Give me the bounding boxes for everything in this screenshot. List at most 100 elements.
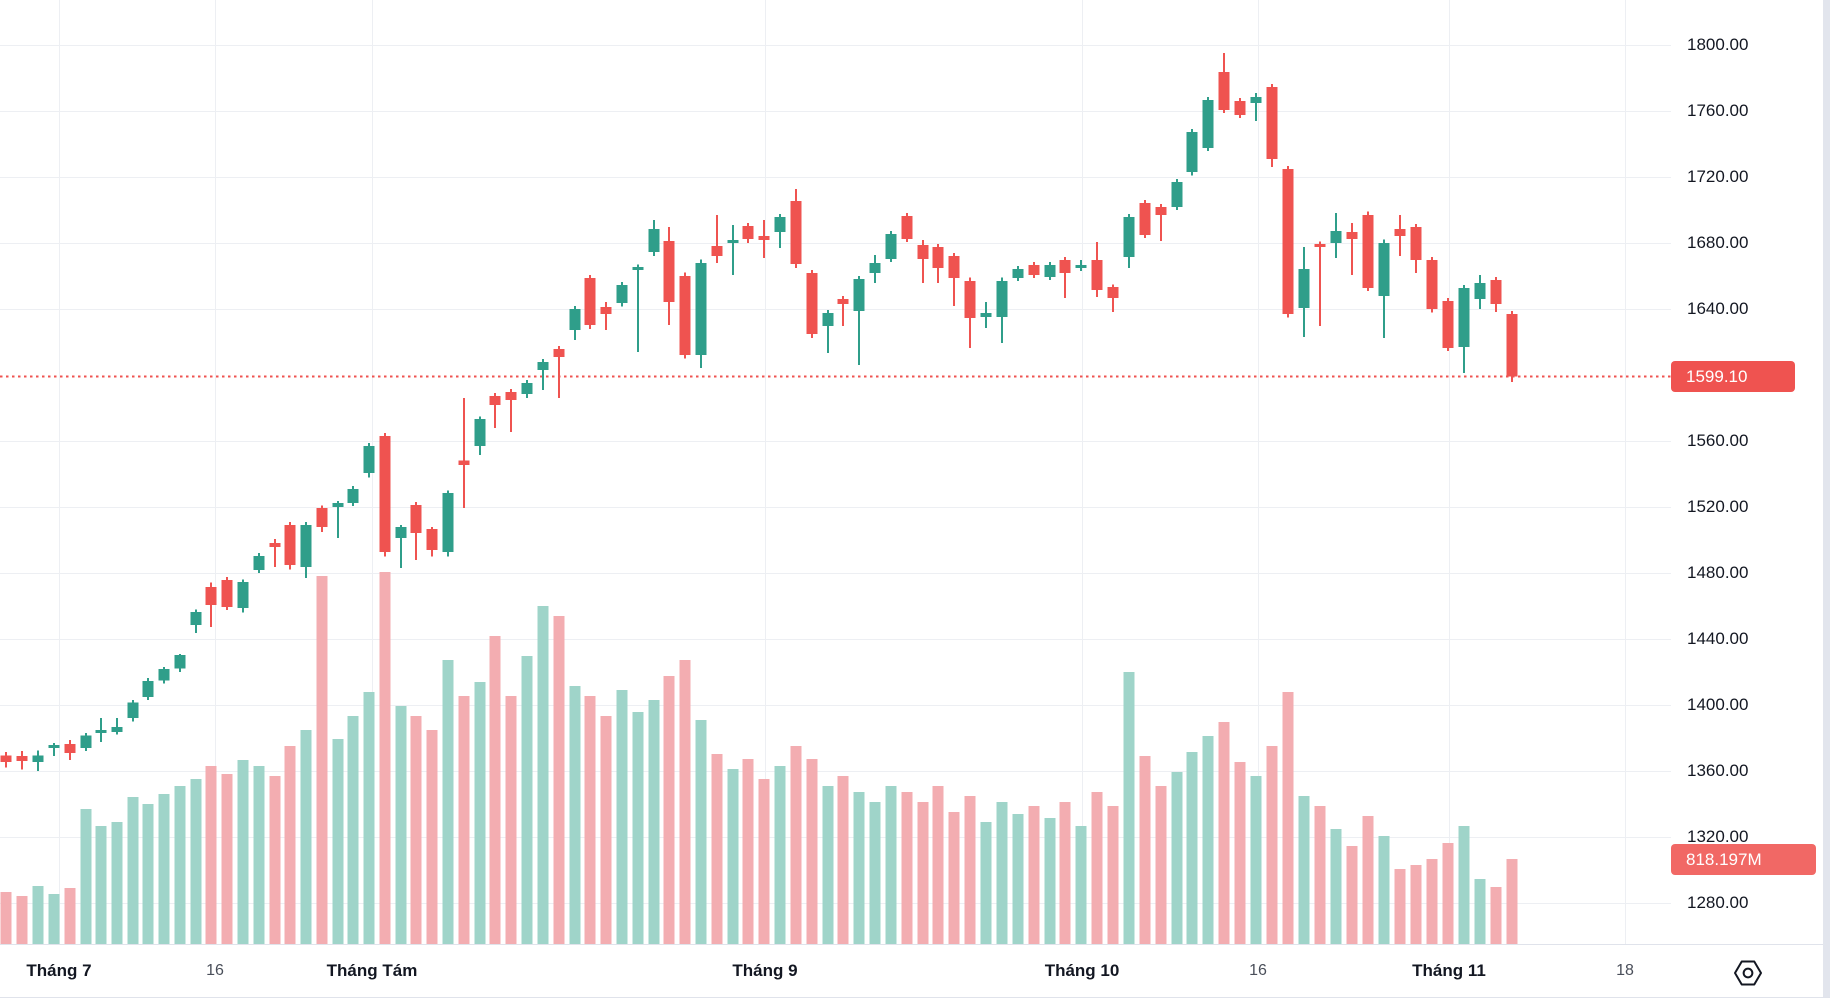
time-axis-day-label: 16	[1249, 962, 1267, 979]
candle-body	[64, 743, 76, 753]
time-axis[interactable]: Tháng 7 16 Tháng Tám Tháng 9 Tháng 10 16 Tháng…	[0, 944, 1830, 997]
volume-bar	[1028, 806, 1040, 944]
volume-bar	[300, 730, 312, 944]
candle-body	[32, 755, 44, 762]
settings-icon	[1734, 960, 1762, 986]
volume-bar	[1266, 746, 1278, 944]
candle-body	[1346, 231, 1358, 240]
volume-bar	[1346, 846, 1358, 944]
volume-bar	[616, 690, 628, 944]
volume-bar	[190, 779, 202, 944]
volume-bar	[205, 766, 217, 944]
candle-body	[363, 445, 375, 474]
volume-bar	[458, 696, 470, 944]
volume-bar	[127, 797, 139, 944]
candle-body	[127, 702, 139, 719]
candle-body	[1442, 301, 1454, 348]
candle-body	[1202, 99, 1214, 148]
volume-bar	[758, 779, 770, 944]
candle-body	[980, 312, 992, 317]
volume-bar	[1139, 756, 1151, 944]
candle-body	[632, 266, 644, 271]
volume-bar	[1171, 772, 1183, 944]
candle-body	[1123, 216, 1135, 258]
candle-body	[1012, 269, 1024, 278]
window-edge-strip	[1823, 0, 1830, 997]
candle-body	[410, 505, 422, 534]
volume-bar	[158, 794, 170, 944]
last-price-label: 1599.10	[1671, 360, 1795, 392]
volume-bar	[1186, 752, 1198, 944]
candle-body	[111, 726, 123, 733]
candle-body	[1155, 207, 1167, 215]
volume-bar	[569, 686, 581, 944]
volume-bar	[284, 746, 296, 944]
candle-body	[48, 744, 60, 748]
candle-body	[332, 503, 344, 507]
price-axis-label: 1360.00	[1687, 761, 1749, 780]
candle-body	[822, 312, 834, 326]
volume-bar	[395, 706, 407, 944]
candle-body	[1091, 259, 1103, 291]
bottom-border	[0, 997, 1830, 998]
candle-body	[869, 262, 881, 274]
candle-body	[221, 579, 233, 607]
candle-body	[790, 200, 802, 264]
candle-body	[395, 526, 407, 539]
price-axis-label: 1680.00	[1687, 233, 1749, 252]
volume-bar	[980, 822, 992, 944]
volume-bar	[1426, 859, 1438, 944]
candle-body	[16, 756, 28, 762]
volume-bar	[885, 786, 897, 944]
volume-bar	[1378, 836, 1390, 944]
volume-bar	[1012, 814, 1024, 944]
volume-bar	[1474, 879, 1486, 944]
axis-settings-button[interactable]	[1733, 958, 1763, 988]
volume-bar	[426, 730, 438, 944]
price-axis-label: 1760.00	[1687, 101, 1749, 120]
price-axis-label: 1480.00	[1687, 563, 1749, 582]
volume-bar	[64, 888, 76, 944]
volume-bar	[16, 896, 28, 944]
candle-body	[347, 489, 359, 504]
candle-body	[1028, 264, 1040, 276]
candle-body	[996, 280, 1008, 317]
time-axis-month-label: Tháng 9	[732, 961, 798, 980]
price-axis-label: 1440.00	[1687, 629, 1749, 648]
candle-body	[158, 669, 170, 681]
volume-bar	[379, 572, 391, 944]
volume-bar	[363, 692, 375, 944]
price-axis[interactable]: 1800.00 1760.00 1720.00 1680.00 1640.00 1560.…	[0, 0, 1830, 944]
candle-body	[663, 241, 675, 303]
volume-bar	[806, 759, 818, 944]
candle-body	[774, 216, 786, 232]
candle-body	[1266, 87, 1278, 160]
volume-bar	[1202, 736, 1214, 944]
candle-body	[505, 391, 517, 401]
price-axis-label: 1320.00	[1687, 827, 1749, 846]
candle-body	[474, 419, 486, 446]
candle-body	[1426, 259, 1438, 309]
price-axis-label: 1280.00	[1687, 893, 1749, 912]
volume-bar	[111, 822, 123, 944]
candle-body	[1186, 131, 1198, 173]
candle-body	[901, 215, 913, 240]
volume-bar	[1282, 692, 1294, 944]
volume-bar	[1091, 792, 1103, 944]
volume-bar	[948, 812, 960, 944]
volume-bar	[505, 696, 517, 944]
candle-body	[1218, 72, 1230, 111]
candle-body	[758, 236, 770, 241]
volume-bar	[1458, 826, 1470, 944]
volume-bar	[663, 676, 675, 944]
volume-bar	[347, 716, 359, 944]
volume-bar	[316, 576, 328, 944]
candle-body	[489, 395, 501, 406]
volume-bar	[1059, 802, 1071, 944]
candle-body	[885, 233, 897, 260]
price-axis-label: 1640.00	[1687, 299, 1749, 318]
volume-bar	[964, 796, 976, 944]
candle-body	[269, 542, 281, 547]
